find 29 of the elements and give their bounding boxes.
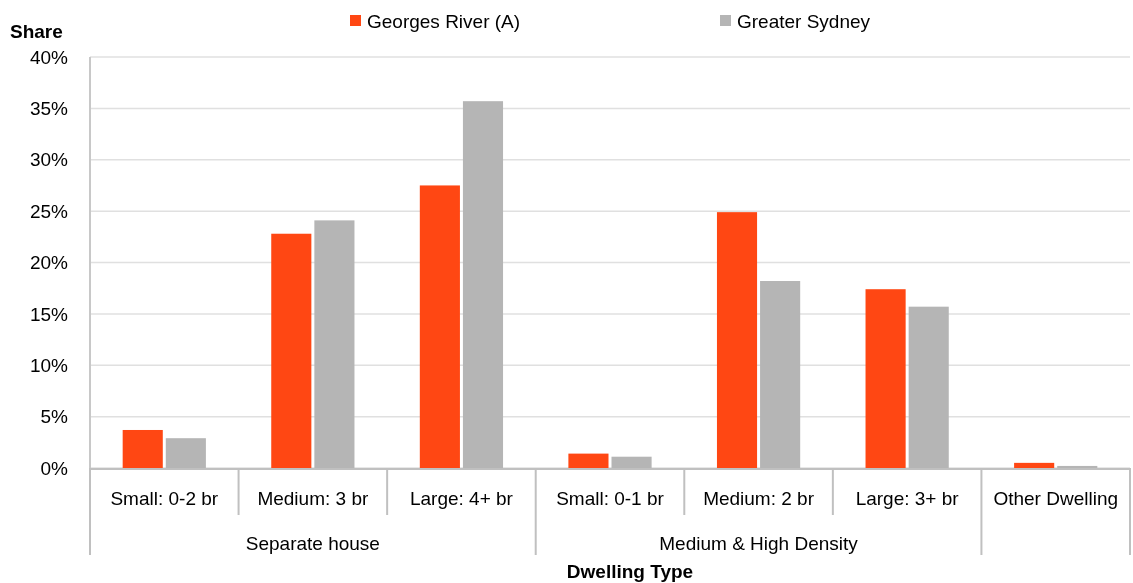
y-tick-label: 15% — [29, 303, 69, 325]
bar — [122, 429, 163, 468]
y-tick-label: 35% — [29, 98, 69, 120]
x-tick-label: Other Dwelling — [993, 488, 1119, 509]
text: Medium & High Density — [659, 533, 859, 554]
bar — [419, 185, 460, 468]
x-tick-label: Large: 3+ br — [855, 488, 960, 509]
x-tick-label: Small: 0-2 br — [110, 488, 219, 509]
x-tick-label: Medium: 2 br — [703, 488, 815, 509]
bar — [568, 453, 609, 468]
y-tick-label: 20% — [29, 252, 69, 274]
x-tick-label: Medium: 3 br — [257, 488, 369, 509]
bar — [1014, 462, 1055, 468]
text: Separate house — [245, 533, 380, 554]
legend-label: Georges River (A) — [367, 10, 521, 32]
bar — [865, 289, 906, 468]
x-tick-label: Small: 0-1 br — [556, 488, 665, 509]
y-axis-title: Share — [10, 21, 63, 42]
x-tick-label: Large: 4+ br — [409, 488, 514, 509]
y-tick-label: 5% — [40, 406, 69, 428]
y-tick-label: 0% — [40, 457, 69, 479]
x-axis-title: Dwelling Type — [566, 561, 694, 582]
y-tick-label: 30% — [29, 149, 69, 171]
y-tick-label: 10% — [29, 354, 69, 376]
legend-label: Greater Sydney — [737, 10, 871, 32]
y-tick-label: 25% — [29, 200, 69, 222]
y-tick-label: 40% — [29, 46, 69, 68]
bar — [716, 212, 758, 468]
bar — [271, 233, 312, 468]
